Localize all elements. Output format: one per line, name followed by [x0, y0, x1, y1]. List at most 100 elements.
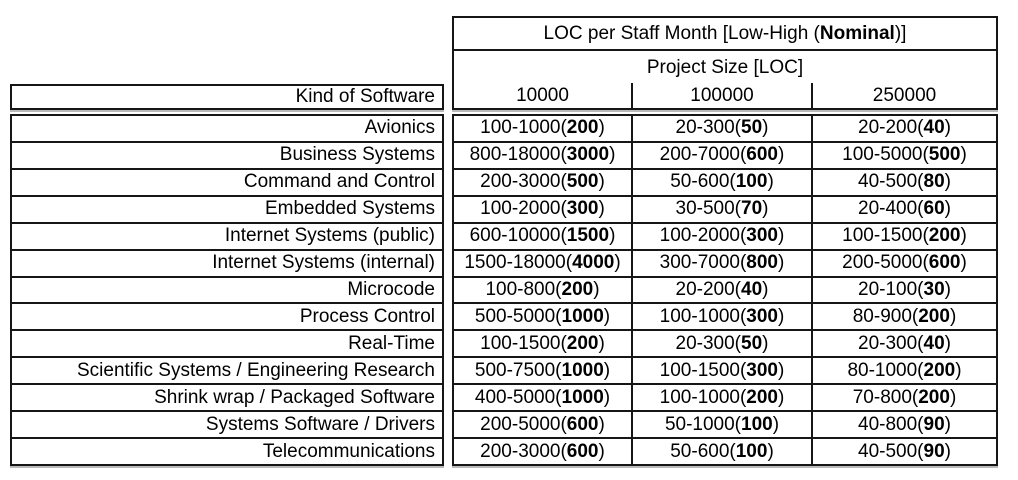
cell-nominal: 100: [735, 440, 768, 462]
cell-paren-close: ): [949, 386, 957, 408]
cell-paren-close: ): [778, 225, 785, 247]
cell-range: 40-800(: [858, 413, 924, 435]
row-label: Scientific Systems / Engineering Researc…: [12, 356, 442, 383]
cell-range: 100-800(: [485, 278, 562, 300]
data-cell: 600-10000(1500): [454, 224, 631, 249]
cell-nominal: 200: [561, 278, 594, 300]
data-cell: 200-3000(600): [454, 439, 631, 464]
cell-nominal: 90: [923, 413, 945, 435]
cell-range: 50-1000(: [664, 413, 742, 435]
cell-range: 100-2000(: [659, 225, 747, 247]
cell-nominal: 100: [735, 171, 768, 193]
cell-nominal: 200: [566, 332, 599, 354]
cell-paren-close: ): [762, 278, 769, 300]
data-cell: 200-5000(600): [454, 412, 631, 437]
cell-paren-close: ): [944, 198, 951, 220]
cell-range: 200-3000(: [480, 171, 567, 193]
cell-paren-close: ): [944, 413, 951, 435]
table-row: 200-3000(500) 50-600(100) 40-500(80): [454, 167, 996, 195]
cell-paren-close: ): [598, 440, 605, 462]
cell-nominal: 300: [566, 198, 599, 220]
cell-range: 1500-18000(: [464, 252, 573, 274]
table-title-pre: LOC per Staff Month [Low-High (: [543, 23, 820, 44]
cell-nominal: 500: [928, 144, 961, 166]
data-cell: 100-1500(200): [454, 331, 631, 356]
cell-nominal: 200: [928, 225, 961, 247]
column-header-10000: 10000: [516, 85, 569, 106]
cell-nominal: 1000: [561, 386, 604, 408]
data-cell: 1500-18000(4000): [454, 251, 631, 276]
cell-range: 500-7500(: [474, 359, 562, 381]
data-cell: 800-18000(3000): [454, 143, 631, 168]
row-label: Internet Systems (internal): [12, 248, 442, 276]
cell-nominal: 80: [923, 171, 945, 193]
table-row: 1500-18000(4000) 300-7000(800) 200-5000(60…: [454, 248, 996, 276]
data-cell: 100-800(200): [454, 278, 631, 303]
data-cell: 80-1000(200): [811, 358, 996, 384]
data-cell: 20-300(50): [631, 116, 811, 141]
cell-paren-close: ): [944, 440, 951, 462]
cell-paren-close: ): [598, 117, 605, 139]
data-cell: 500-7500(1000): [454, 358, 631, 383]
table-title-bold: Nominal: [819, 23, 895, 44]
cell-nominal: 500: [566, 171, 599, 193]
cell-paren-close: ): [944, 117, 951, 139]
cell-range: 50-600(: [670, 171, 736, 193]
cell-range: 20-100(: [858, 278, 924, 300]
cell-paren-close: ): [598, 413, 605, 435]
table-row: 100-800(200) 20-200(40) 20-100(30): [454, 275, 996, 303]
cell-nominal: 200: [918, 386, 950, 408]
cell-nominal: 60: [923, 198, 945, 220]
row-label: Shrink wrap / Packaged Software: [12, 383, 442, 410]
cell-paren-close: ): [767, 440, 774, 462]
cell-paren-close: ): [778, 305, 785, 327]
table-subtitle: Project Size [LOC]: [646, 57, 804, 78]
data-cell: 20-100(30): [811, 277, 996, 303]
cell-paren-close: ): [767, 171, 774, 193]
cell-range: 100-1500(: [842, 225, 929, 247]
table-title: LOC per Staff Month [Low-High (Nominal)]: [454, 18, 996, 51]
data-cell: 100-1500(300): [631, 358, 811, 384]
row-label: Process Control: [12, 302, 442, 329]
data-cell: 100-1500(200): [811, 223, 996, 249]
table-title-post: )]: [894, 23, 907, 44]
cell-paren-close: ): [960, 144, 967, 166]
cell-paren-close: ): [772, 413, 780, 435]
row-header-label: Kind of Software: [295, 86, 435, 107]
data-cell: 20-300(50): [631, 331, 811, 357]
cell-paren-close: ): [762, 198, 769, 220]
column-header-row: 10000 100000 250000: [454, 83, 996, 108]
cell-range: 20-300(: [675, 117, 742, 139]
cell-nominal: 1500: [566, 225, 610, 247]
cell-nominal: 300: [746, 305, 778, 327]
data-cell: 50-1000(100): [631, 412, 811, 438]
cell-range: 40-500(: [858, 440, 924, 462]
cell-nominal: 600: [566, 413, 599, 435]
cell-paren-close: ): [609, 225, 616, 247]
data-cell: 40-800(90): [811, 412, 996, 438]
cell-nominal: 70: [741, 198, 763, 220]
data-cell: 40-500(90): [811, 439, 996, 464]
table-row: 500-7500(1000) 100-1500(300) 80-1000(200): [454, 356, 996, 384]
cell-paren-close: ): [778, 386, 785, 408]
cell-paren-close: ): [944, 171, 951, 193]
data-cell: 20-200(40): [811, 116, 996, 141]
table-row: 500-5000(1000) 100-1000(300) 80-900(200): [454, 302, 996, 330]
cell-range: 100-1000(: [659, 305, 747, 327]
cell-nominal: 300: [746, 359, 778, 381]
cell-range: 100-1000(: [659, 386, 747, 408]
row-label: Telecommunications: [12, 437, 442, 464]
cell-nominal: 50: [741, 117, 763, 139]
cell-nominal: 90: [923, 440, 945, 462]
cell-range: 100-2000(: [480, 198, 567, 220]
data-cell: 100-1000(300): [631, 304, 811, 330]
cell-nominal: 600: [746, 144, 778, 166]
data-cell: 100-1000(200): [631, 385, 811, 411]
cell-paren-close: ): [944, 278, 951, 300]
cell-paren-close: ): [778, 359, 785, 381]
data-cell: 50-600(100): [631, 169, 811, 195]
cell-paren-close: ): [603, 386, 611, 408]
cell-paren-close: ): [778, 144, 785, 166]
cell-paren-close: ): [603, 305, 611, 327]
